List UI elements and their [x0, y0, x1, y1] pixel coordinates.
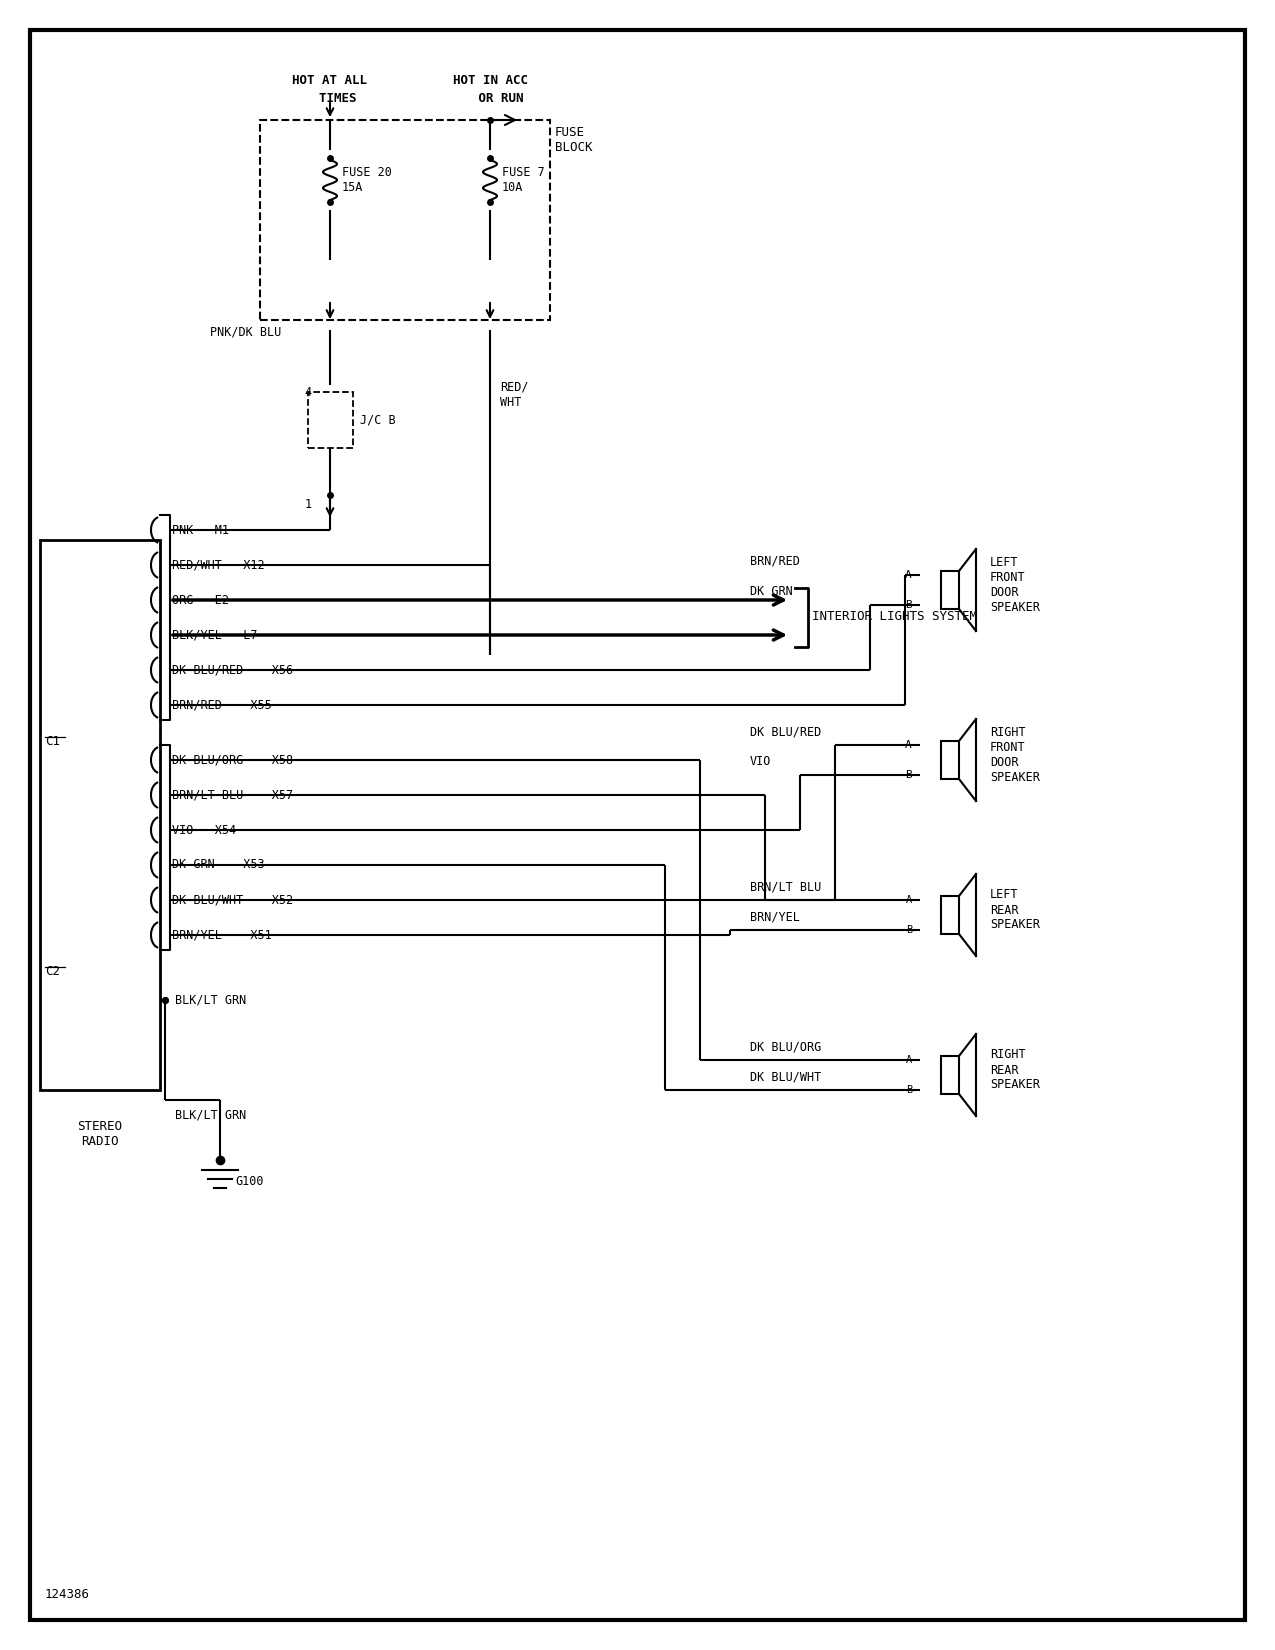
Text: DK BLU/ORG: DK BLU/ORG: [750, 1040, 821, 1053]
Text: VIO: VIO: [750, 756, 771, 767]
Text: FUSE 20
15A: FUSE 20 15A: [342, 167, 391, 195]
Bar: [307, 393, 352, 447]
Text: FUSE
BLOCK: FUSE BLOCK: [555, 125, 593, 153]
Bar: [941, 1056, 959, 1094]
Text: BRN/RED: BRN/RED: [750, 554, 799, 568]
Text: FUSE 7
10A: FUSE 7 10A: [502, 167, 544, 195]
Text: VIO   X54: VIO X54: [172, 823, 236, 837]
Text: HOT IN ACC: HOT IN ACC: [453, 74, 528, 86]
Text: LEFT
FRONT
DOOR
SPEAKER: LEFT FRONT DOOR SPEAKER: [989, 556, 1040, 614]
Text: ORG   E2: ORG E2: [172, 594, 229, 607]
Text: BLK/LT GRN: BLK/LT GRN: [175, 1109, 246, 1122]
Text: RIGHT
REAR
SPEAKER: RIGHT REAR SPEAKER: [989, 1048, 1040, 1092]
Text: OR RUN: OR RUN: [456, 91, 524, 104]
Text: RED/WHT   X12: RED/WHT X12: [172, 558, 265, 571]
Text: BLK/YEL   L7: BLK/YEL L7: [172, 629, 258, 642]
Text: DK GRN: DK GRN: [750, 586, 793, 597]
Text: A: A: [905, 894, 912, 904]
Text: RIGHT
FRONT
DOOR
SPEAKER: RIGHT FRONT DOOR SPEAKER: [989, 726, 1040, 784]
Text: A: A: [905, 569, 912, 581]
Text: RED/
WHT: RED/ WHT: [500, 381, 529, 409]
Text: BRN/LT BLU    X57: BRN/LT BLU X57: [172, 789, 293, 802]
Text: DK BLU/WHT: DK BLU/WHT: [750, 1069, 821, 1082]
Text: A: A: [905, 1054, 912, 1064]
Text: DK BLU/RED: DK BLU/RED: [750, 724, 821, 738]
Bar: [941, 896, 959, 934]
Text: A: A: [905, 739, 912, 751]
Text: C1: C1: [45, 734, 60, 747]
Text: J/C B: J/C B: [360, 414, 395, 426]
Text: INTERIOR LIGHTS SYSTEM: INTERIOR LIGHTS SYSTEM: [812, 610, 977, 624]
Text: 4: 4: [305, 386, 312, 399]
Text: DK GRN    X53: DK GRN X53: [172, 858, 265, 871]
Text: STEREO
RADIO: STEREO RADIO: [78, 1120, 122, 1148]
Bar: [941, 571, 959, 609]
Text: PNK/DK BLU: PNK/DK BLU: [210, 325, 282, 338]
Text: BRN/YEL    X51: BRN/YEL X51: [172, 929, 272, 942]
Text: DK BLU/ORG    X58: DK BLU/ORG X58: [172, 754, 293, 767]
Bar: [941, 741, 959, 779]
Text: DK BLU/WHT    X52: DK BLU/WHT X52: [172, 894, 293, 906]
Text: HOT AT ALL: HOT AT ALL: [292, 74, 367, 86]
Text: BLK/LT GRN: BLK/LT GRN: [175, 993, 246, 1006]
Text: 1: 1: [305, 498, 312, 512]
Text: DK BLU/RED    X56: DK BLU/RED X56: [172, 663, 293, 676]
Text: BRN/LT BLU: BRN/LT BLU: [750, 879, 821, 893]
Text: BRN/RED    X55: BRN/RED X55: [172, 698, 272, 711]
Text: TIMES: TIMES: [303, 91, 356, 104]
Text: LEFT
REAR
SPEAKER: LEFT REAR SPEAKER: [989, 888, 1040, 932]
Text: 124386: 124386: [45, 1589, 91, 1602]
Text: BRN/YEL: BRN/YEL: [750, 911, 799, 922]
Text: PNK   M1: PNK M1: [172, 523, 229, 536]
Text: G100: G100: [235, 1175, 264, 1188]
Text: B: B: [905, 771, 912, 780]
Bar: [40, 540, 159, 1091]
Text: B: B: [905, 601, 912, 610]
Text: B: B: [905, 926, 912, 936]
Text: B: B: [905, 1086, 912, 1096]
Text: C2: C2: [45, 965, 60, 978]
